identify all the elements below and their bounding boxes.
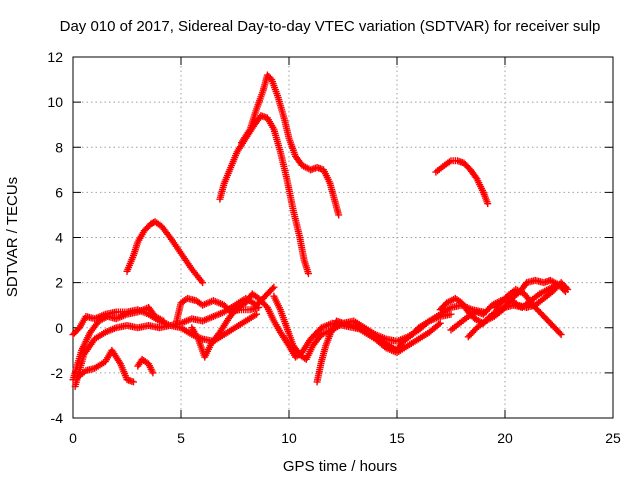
x-tick-label: 15 — [389, 430, 405, 446]
series-arc-16 — [464, 276, 569, 341]
y-tick-label: 8 — [55, 139, 63, 155]
plus-marker — [160, 317, 168, 325]
series-arc-13 — [432, 157, 492, 208]
plus-marker — [561, 288, 569, 296]
plus-marker — [129, 378, 137, 386]
plus-marker — [484, 200, 492, 208]
plus-marker — [266, 74, 274, 82]
x-tick-label: 20 — [497, 430, 513, 446]
plus-marker — [557, 331, 565, 339]
x-tick-label: 10 — [281, 430, 297, 446]
y-tick-label: 10 — [47, 94, 63, 110]
series-arc-10 — [237, 71, 343, 219]
series-arc-2 — [73, 346, 137, 386]
series-arc-17 — [490, 285, 565, 339]
x-tick-label: 5 — [177, 430, 185, 446]
y-axis-label: SDTVAR / TECUs — [4, 177, 21, 297]
y-tick-label: 4 — [55, 230, 63, 246]
series-arc-12 — [313, 310, 455, 386]
y-tick-label: -2 — [51, 365, 64, 381]
grid-lines — [73, 57, 613, 418]
y-tick-label: 0 — [55, 320, 63, 336]
chart-title: Day 010 of 2017, Sidereal Day-to-day VTE… — [60, 18, 601, 35]
y-tick-label: 6 — [55, 184, 63, 200]
series-arc-6 — [134, 355, 157, 377]
series-arc-5 — [123, 218, 207, 287]
y-tick-label: 2 — [55, 275, 63, 291]
x-tick-label: 25 — [605, 430, 621, 446]
data-markers — [69, 71, 572, 390]
y-tick-label: -4 — [51, 410, 64, 426]
series-arc-9 — [216, 112, 312, 278]
plus-marker — [199, 279, 207, 287]
x-tick-label: 0 — [69, 430, 77, 446]
x-axis-label: GPS time / hours — [283, 458, 397, 475]
plus-marker — [253, 310, 261, 318]
plus-marker — [560, 286, 568, 294]
plus-marker — [304, 270, 312, 278]
plus-marker — [149, 369, 157, 377]
plus-marker — [435, 321, 443, 329]
y-tick-label: 12 — [47, 49, 63, 65]
plus-marker — [556, 329, 564, 337]
plus-marker — [436, 319, 444, 327]
plus-marker — [447, 310, 455, 318]
plus-marker — [255, 303, 263, 311]
plus-marker — [335, 211, 343, 219]
plus-marker — [270, 283, 278, 291]
axis-ticks: 0 5 10 15 20 25 -4 -2 0 2 4 6 8 10 12 — [47, 49, 621, 446]
plus-marker — [445, 158, 453, 166]
plus-marker — [269, 284, 277, 292]
